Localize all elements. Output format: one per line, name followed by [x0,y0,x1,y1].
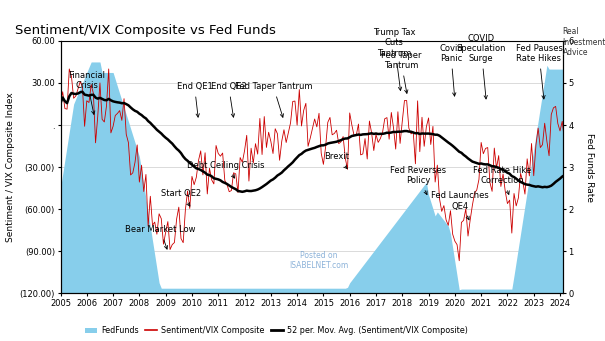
Text: Posted on
ISABELNET.com: Posted on ISABELNET.com [289,251,348,270]
Text: Financial
Crisis: Financial Crisis [68,71,105,114]
Text: Sentiment/VIX Composite vs Fed Funds: Sentiment/VIX Composite vs Fed Funds [15,24,276,37]
Text: Trump Tax
Cuts
Tantrum: Trump Tax Cuts Tantrum [373,28,416,90]
Text: Start QE2: Start QE2 [162,189,201,206]
Text: COVID
Speculation
Surge: COVID Speculation Surge [456,33,506,99]
Text: Brexit: Brexit [324,152,349,168]
Text: End QE2: End QE2 [211,83,247,117]
Y-axis label: Fed Funds Rate: Fed Funds Rate [584,133,594,202]
Text: Fed Rate Hike
Correction: Fed Rate Hike Correction [473,166,531,194]
Text: Fed Taper
Tantrum: Fed Taper Tantrum [381,51,421,93]
Y-axis label: Sentiment / VIX Composite Index: Sentiment / VIX Composite Index [7,92,15,242]
Text: End QE1: End QE1 [177,83,212,117]
Text: Fed Reverses
Policy: Fed Reverses Policy [390,166,446,195]
Text: Debt Ceiling Crisis: Debt Ceiling Crisis [188,161,265,178]
Text: Fed Pauses
Rate Hikes: Fed Pauses Rate Hikes [515,44,563,99]
Text: Real
Investment
Advice: Real Investment Advice [563,27,605,57]
Text: Fed Launches
QE4: Fed Launches QE4 [431,191,489,220]
Legend: FedFunds, Sentiment/VIX Composite, 52 per. Mov. Avg. (Sentiment/VIX Composite): FedFunds, Sentiment/VIX Composite, 52 pe… [82,323,471,338]
Text: Bear Market Low: Bear Market Low [125,225,195,249]
Text: Covid
Panic: Covid Panic [439,44,463,96]
Text: Fed Taper Tantrum: Fed Taper Tantrum [235,83,312,117]
